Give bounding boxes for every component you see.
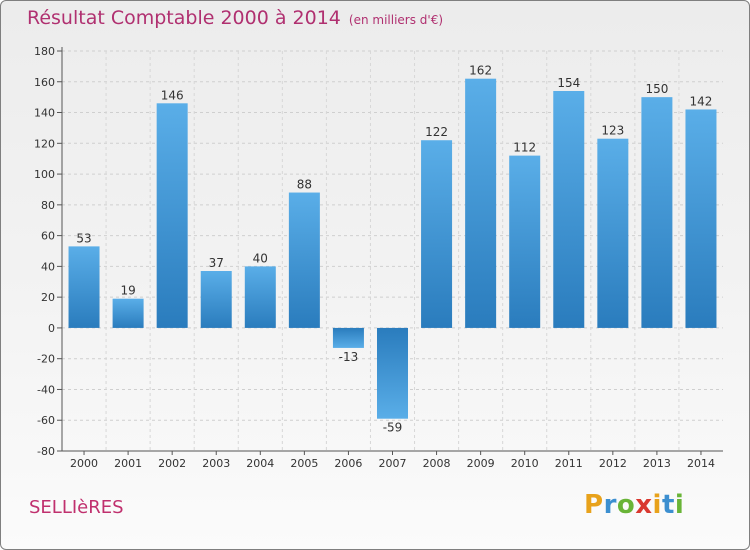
bar-2011 bbox=[553, 91, 585, 328]
y-tick-label: 20 bbox=[41, 291, 55, 304]
y-tick-label: 40 bbox=[41, 260, 55, 273]
bar-2001 bbox=[112, 298, 144, 328]
data-label-2007: -59 bbox=[383, 421, 403, 435]
x-tick-label: 2013 bbox=[643, 457, 671, 470]
logo-letter: i bbox=[674, 490, 685, 520]
bar-2000 bbox=[68, 246, 100, 328]
data-label-2010: 112 bbox=[513, 141, 536, 155]
y-tick-label: -20 bbox=[37, 353, 55, 366]
x-tick-label: 2011 bbox=[555, 457, 583, 470]
chart-title: Résultat Comptable 2000 à 2014 (en millie… bbox=[27, 7, 443, 29]
data-label-2002: 146 bbox=[161, 88, 184, 102]
bars bbox=[68, 78, 717, 419]
data-labels: 53 19 146 37 40 88 -13 -59 122 162 112 154 123 150 142 bbox=[76, 64, 712, 435]
data-label-2008: 122 bbox=[425, 125, 448, 139]
x-tick-label: 2005 bbox=[290, 457, 318, 470]
data-label-2009: 162 bbox=[469, 64, 492, 78]
x-tick-label: 2001 bbox=[114, 457, 142, 470]
x-tick-label: 2012 bbox=[599, 457, 627, 470]
data-label-2013: 150 bbox=[645, 82, 668, 96]
proxiti-logo: Proxiti bbox=[584, 490, 684, 520]
axes: -80 -60 -40 -20 0 20 40 60 80 100 120 140 160 180 2000… bbox=[34, 45, 723, 470]
data-label-2003: 37 bbox=[209, 256, 224, 270]
y-tick-label: -60 bbox=[37, 414, 55, 427]
data-label-2004: 40 bbox=[253, 251, 268, 265]
bar-2003 bbox=[200, 271, 232, 328]
logo-letter: i bbox=[652, 490, 662, 520]
bar-2012 bbox=[597, 138, 629, 328]
x-tick-label: 2003 bbox=[202, 457, 230, 470]
bar-2002 bbox=[156, 103, 188, 328]
x-tick-label: 2014 bbox=[687, 457, 715, 470]
y-tick-label: 120 bbox=[34, 137, 55, 150]
data-label-2011: 154 bbox=[557, 76, 580, 90]
y-tick-label: 180 bbox=[34, 45, 55, 58]
x-tick-label: 2004 bbox=[246, 457, 274, 470]
x-tick-label: 2002 bbox=[158, 457, 186, 470]
logo-letter: t bbox=[661, 490, 675, 520]
y-tick-label: 100 bbox=[34, 168, 55, 181]
data-label-2001: 19 bbox=[120, 284, 135, 298]
y-tick-label: 80 bbox=[41, 199, 55, 212]
y-tick-label: 160 bbox=[34, 76, 55, 89]
x-tick-label: 2009 bbox=[467, 457, 495, 470]
x-tick-label: 2006 bbox=[334, 457, 362, 470]
y-tick-label: 0 bbox=[48, 322, 55, 335]
logo-letter: P bbox=[584, 490, 604, 520]
data-label-2000: 53 bbox=[76, 231, 91, 245]
logo-letter: r bbox=[603, 490, 617, 520]
bar-2008 bbox=[421, 140, 453, 328]
y-tick-label: 140 bbox=[34, 107, 55, 120]
y-tick-label: -40 bbox=[37, 383, 55, 396]
data-label-2012: 123 bbox=[601, 124, 624, 138]
bar-2014 bbox=[685, 109, 717, 328]
x-tick-label: 2008 bbox=[423, 457, 451, 470]
commune-name: SELLIèRES bbox=[29, 497, 124, 518]
y-tick-label: 60 bbox=[41, 230, 55, 243]
bar-2013 bbox=[641, 97, 673, 328]
bar-2010 bbox=[509, 155, 541, 328]
chart-subtitle: (en milliers d'€) bbox=[348, 13, 444, 27]
logo-letter: x bbox=[635, 490, 653, 520]
data-label-2014: 142 bbox=[690, 94, 713, 108]
data-label-2005: 88 bbox=[297, 178, 312, 192]
logo-letter: o bbox=[616, 490, 636, 520]
x-tick-label: 2010 bbox=[511, 457, 539, 470]
x-tick-label: 2000 bbox=[70, 457, 98, 470]
bar-2004 bbox=[244, 266, 276, 328]
chart-title-text: Résultat Comptable 2000 à 2014 bbox=[27, 7, 341, 29]
bar-2009 bbox=[465, 78, 497, 328]
x-tick-label: 2007 bbox=[379, 457, 407, 470]
bar-2006 bbox=[332, 327, 364, 348]
y-tick-label: -80 bbox=[37, 445, 55, 458]
bar-2007 bbox=[377, 327, 408, 419]
data-label-2006: -13 bbox=[339, 350, 359, 364]
bar-2005 bbox=[288, 192, 320, 328]
